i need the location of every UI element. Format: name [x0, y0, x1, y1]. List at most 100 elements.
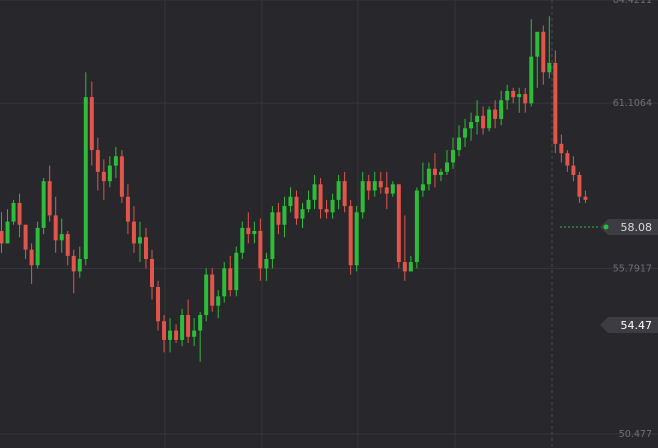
- candle: [240, 221, 245, 259]
- candle: [366, 174, 371, 200]
- candle-body: [282, 206, 287, 225]
- candle-body: [330, 199, 335, 213]
- candle-body: [11, 202, 16, 222]
- candle: [125, 184, 130, 235]
- candle: [300, 202, 305, 228]
- candle-body: [541, 31, 546, 73]
- candle-body: [475, 115, 480, 123]
- candle: [137, 221, 142, 263]
- candle: [282, 196, 287, 238]
- candle-body: [438, 171, 443, 175]
- candle: [17, 193, 22, 238]
- candle: [222, 262, 227, 303]
- candle: [384, 171, 389, 210]
- candle: [318, 178, 323, 219]
- candle-body: [150, 258, 154, 288]
- candle: [505, 84, 510, 110]
- candle: [107, 156, 112, 188]
- candle: [457, 125, 462, 157]
- candle: [47, 165, 52, 222]
- candle: [294, 190, 299, 225]
- candle: [517, 87, 522, 113]
- candle-body: [258, 230, 263, 269]
- candle: [541, 25, 546, 85]
- candle-body: [559, 143, 564, 154]
- candle-body: [342, 181, 347, 207]
- candle-body: [390, 184, 395, 194]
- candle: [565, 150, 570, 172]
- candle-body: [137, 237, 142, 244]
- candle: [559, 134, 564, 163]
- candle: [396, 184, 401, 269]
- candle-body: [324, 209, 329, 213]
- crosshair-price-tag: 54.47: [600, 317, 658, 333]
- candle: [444, 150, 449, 175]
- candle-body: [432, 168, 437, 175]
- candle: [523, 87, 528, 113]
- candle: [59, 218, 64, 253]
- candle-body: [457, 137, 462, 151]
- candle: [408, 255, 413, 272]
- candle-body: [318, 184, 323, 210]
- candle-body: [463, 128, 468, 138]
- candle-body: [210, 274, 215, 306]
- candle: [210, 268, 215, 312]
- candle-body: [348, 206, 353, 266]
- crosshair-price-label: 54.47: [621, 319, 653, 332]
- candle: [276, 202, 281, 235]
- candle-body: [180, 315, 185, 340]
- candle: [553, 50, 558, 154]
- candle-body: [101, 171, 106, 182]
- candle: [324, 199, 329, 219]
- candle-body: [396, 184, 401, 263]
- candle-body: [276, 212, 281, 225]
- price-axis: 64.4211 61.1064 55.7917 50.477: [613, 0, 652, 440]
- candle-body: [168, 330, 173, 340]
- candle-body: [53, 215, 58, 241]
- candle-body: [0, 230, 4, 244]
- candle: [71, 249, 76, 294]
- candle-body: [378, 181, 383, 188]
- candle: [101, 159, 106, 200]
- candle-body: [499, 100, 504, 119]
- candle: [270, 206, 275, 269]
- candle: [234, 246, 239, 297]
- candle-body: [354, 212, 359, 266]
- candle: [143, 227, 148, 269]
- candle: [192, 318, 197, 347]
- candle: [113, 146, 118, 179]
- candle-body: [107, 165, 112, 182]
- candle-body: [162, 321, 167, 340]
- candle-body: [89, 97, 94, 151]
- candle: [156, 280, 161, 331]
- candle-body: [426, 168, 431, 185]
- candle-body: [204, 274, 209, 316]
- candle-body: [71, 255, 76, 272]
- candle: [5, 209, 10, 244]
- candle-body: [529, 56, 534, 104]
- candle-body: [505, 90, 510, 101]
- candle: [463, 118, 468, 147]
- candle: [390, 181, 395, 197]
- candle-body: [444, 162, 449, 172]
- candle-body: [59, 234, 64, 241]
- candle: [571, 156, 576, 182]
- candle-body: [240, 227, 245, 253]
- candle-body: [234, 252, 239, 291]
- y-tick-label: 61.1064: [613, 98, 652, 109]
- candle: [198, 311, 203, 362]
- y-tick-label: 55.7917: [613, 264, 652, 275]
- candle: [83, 72, 88, 266]
- y-tick-label: 64.4211: [613, 0, 652, 6]
- candle-body: [288, 196, 293, 207]
- candle: [131, 206, 136, 253]
- candle-body: [192, 330, 197, 337]
- candles: [0, 16, 588, 362]
- candle: [174, 324, 179, 344]
- candle: [150, 249, 154, 300]
- price-tags: 58.08 54.47: [560, 219, 658, 333]
- candle: [426, 162, 431, 191]
- candle: [306, 190, 311, 213]
- candle: [119, 150, 124, 203]
- candle: [469, 112, 474, 141]
